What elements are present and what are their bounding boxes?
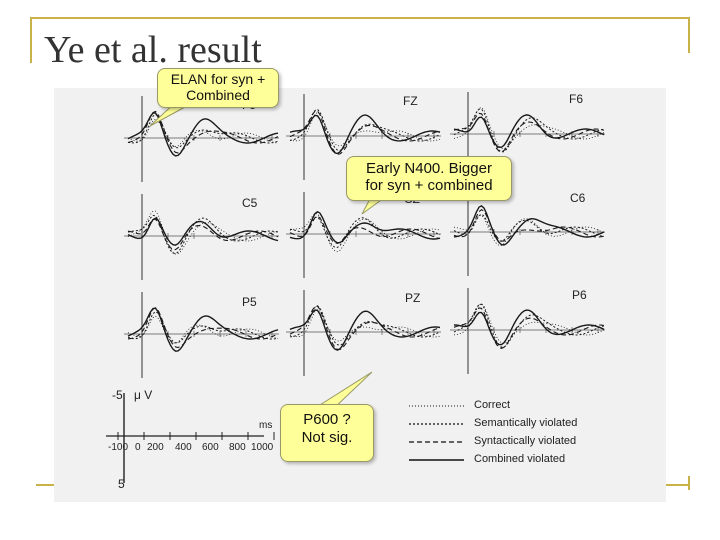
amplitude-bottom-label: 5	[118, 477, 125, 491]
erp-waveform-fz	[289, 114, 441, 155]
electrode-label-pz: PZ	[405, 291, 421, 305]
erp-waveform-plot	[106, 92, 605, 483]
erp-waveform-f5	[127, 118, 279, 148]
legend-label-syntactic: Syntactically violated	[474, 435, 577, 447]
erp-waveform-p6	[289, 305, 441, 346]
erp-waveform-c6	[453, 213, 605, 242]
legend-label-semantic: Semantically violated	[474, 417, 578, 429]
erp-waveform-c5	[127, 214, 279, 255]
erp-waveform-f6	[453, 114, 605, 149]
legend-label-correct: Correct	[474, 399, 511, 411]
erp-waveform-cz	[289, 215, 441, 244]
erp-waveform-f6	[453, 108, 605, 153]
erp-waveform-p6	[289, 305, 441, 351]
legend-label-combined: Combined violated	[474, 453, 566, 465]
bottom-right-tick	[688, 476, 690, 490]
callout-p600-line1: P600 ?	[303, 411, 351, 428]
callout-elan: ELAN for syn + Combined	[157, 68, 279, 108]
electrode-label-p6: P6	[572, 288, 587, 302]
time-tick-label: 0	[135, 442, 141, 453]
callout-p600: P600 ? Not sig.	[280, 404, 374, 462]
time-tick-label: 200	[147, 442, 164, 453]
top-rule	[30, 17, 690, 19]
erp-waveform-f6	[453, 106, 605, 150]
time-tick-label: 400	[175, 442, 192, 453]
erp-waveform-pz	[453, 309, 605, 346]
erp-waveform-fz	[289, 108, 441, 152]
erp-waveform-p6	[289, 309, 441, 351]
callout-elan-line1: ELAN for syn +	[170, 71, 266, 87]
erp-waveform-c6	[453, 209, 605, 242]
amplitude-unit-label: μ V	[134, 388, 153, 402]
erp-waveform-p5	[127, 307, 279, 352]
erp-waveform-cz	[289, 216, 441, 248]
erp-waveform-pz	[453, 303, 605, 344]
electrode-label-p5: P5	[242, 295, 257, 309]
erp-waveform-p5	[127, 315, 279, 344]
erp-waveform-p5	[127, 307, 279, 349]
erp-waveform-cz	[289, 212, 441, 253]
erp-waveform-c5	[127, 217, 279, 246]
callout-n400: Early N400. Bigger for syn + combined	[346, 156, 512, 201]
erp-waveform-c6	[453, 204, 605, 246]
left-rule	[30, 17, 32, 63]
callout-n400-line1: Early N400. Bigger	[366, 160, 492, 177]
time-tick-label: 600	[202, 442, 219, 453]
slide-title: Ye et al. result	[44, 29, 262, 71]
erp-waveform-pz	[453, 303, 605, 348]
time-tick-label: 800	[229, 442, 246, 453]
callout-n400-line2: for syn + combined	[365, 177, 493, 194]
time-unit-label: ms	[259, 420, 273, 431]
callout-p600-line2: Not sig.	[301, 429, 353, 446]
electrode-label-fz: FZ	[403, 94, 418, 108]
erp-waveform-p6	[289, 309, 441, 342]
electrode-label-c6: C6	[570, 191, 586, 205]
erp-waveform-f5	[127, 112, 279, 157]
amplitude-top-label: -5	[112, 388, 123, 402]
callout-elan-line2: Combined	[186, 87, 250, 103]
electrode-label-f6: F6	[569, 92, 584, 106]
erp-waveform-f6	[453, 112, 605, 153]
right-rule	[688, 17, 690, 53]
time-tick-label: -100	[108, 442, 129, 453]
erp-waveform-pz	[453, 307, 605, 349]
electrode-label-c5: C5	[242, 196, 258, 210]
time-tick-label: 1000	[251, 442, 274, 453]
erp-waveform-cz	[289, 210, 441, 244]
